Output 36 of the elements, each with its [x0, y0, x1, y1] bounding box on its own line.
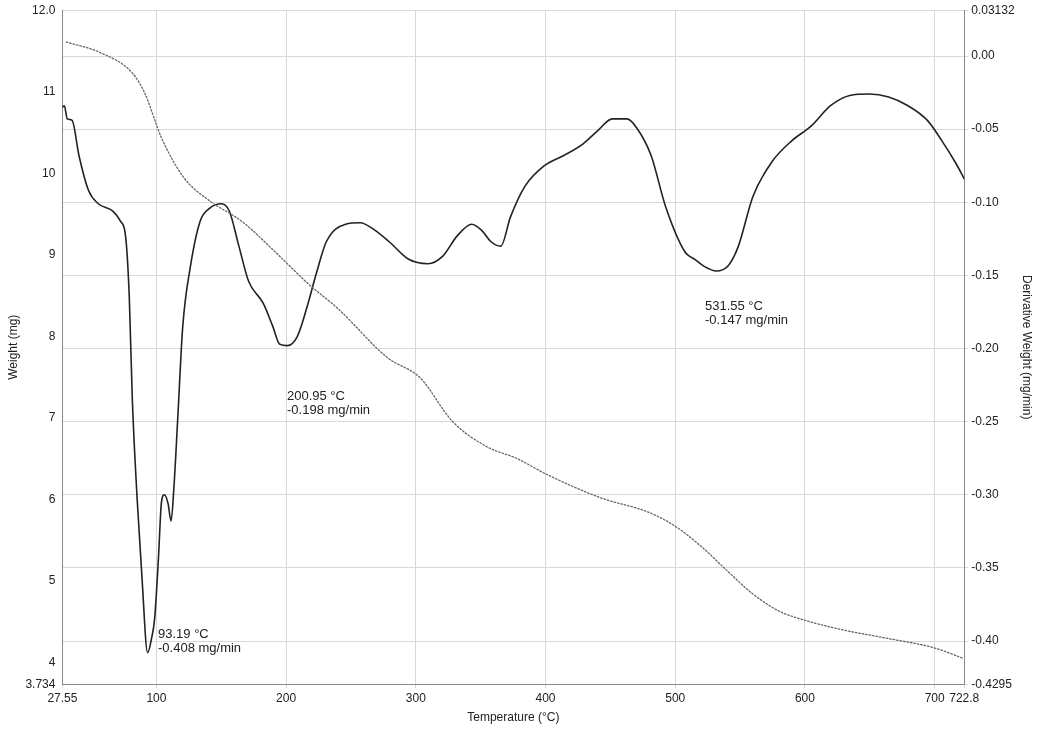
- y2-tick-label: -0.4295: [971, 676, 1013, 691]
- y2-tick-label: -0.05: [971, 121, 999, 136]
- y-tick-label: 3.734: [25, 676, 56, 691]
- x-tick-label: 100: [146, 690, 167, 705]
- y-tick-label: 10: [42, 165, 56, 180]
- y-tick-label: 7: [48, 410, 56, 425]
- y-axis-title: Weight (mg): [5, 314, 20, 380]
- x-tick-label: 700: [924, 690, 945, 705]
- y-tick-label: 12.0: [32, 2, 56, 17]
- annotation: 93.19 °C -0.408 mg/min: [158, 626, 242, 656]
- x-tick-label: 400: [535, 690, 556, 705]
- y2-tick-label: -0.35: [971, 560, 999, 575]
- y2-tick-label: -0.20: [971, 340, 999, 355]
- y2-tick-label: -0.25: [971, 413, 999, 428]
- x-axis-title: Temperature (°C): [467, 710, 560, 725]
- y2-tick-label: 0.03132: [971, 2, 1015, 17]
- x-tick-label: 600: [794, 690, 816, 705]
- y-tick-label: 9: [48, 247, 56, 262]
- y2-axis-title: Derivative Weight (mg/min): [1020, 274, 1035, 420]
- x-tick-label: 500: [665, 690, 686, 705]
- y-tick-label: 5: [48, 573, 56, 588]
- annotation: 200.95 °C -0.198 mg/min: [287, 388, 371, 418]
- y2-tick-label: 0.00: [971, 48, 995, 63]
- y2-tick-label: -0.10: [971, 194, 999, 209]
- annotation: 531.55 °C -0.147 mg/min: [705, 298, 789, 328]
- y2-tick-label: -0.40: [971, 633, 999, 648]
- y-tick-label: 6: [48, 491, 56, 506]
- x-tick-label: 27.55: [47, 690, 78, 705]
- y-tick-label: 4: [48, 654, 56, 669]
- y-tick-label: 11: [42, 84, 56, 99]
- y2-tick-label: -0.15: [971, 267, 999, 282]
- y2-tick-label: -0.30: [971, 487, 999, 502]
- x-tick-label: 722.8: [949, 690, 980, 705]
- y-tick-label: 8: [48, 328, 56, 343]
- x-tick-label: 200: [276, 690, 297, 705]
- x-tick-label: 300: [405, 690, 427, 705]
